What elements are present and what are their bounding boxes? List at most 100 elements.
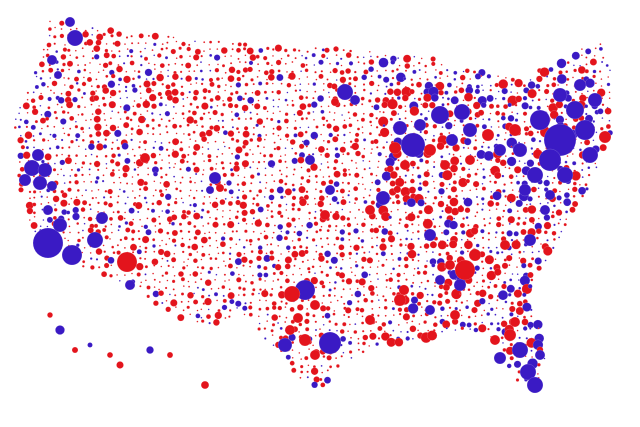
county-bubble (41, 148, 44, 151)
county-bubble (410, 222, 414, 226)
county-bubble (251, 274, 254, 277)
county-bubble (193, 210, 196, 213)
county-bubble (476, 211, 479, 214)
county-bubble (63, 237, 66, 240)
county-bubble (431, 299, 437, 305)
county-bubble (96, 168, 100, 172)
county-bubble (94, 123, 102, 132)
county-bubble (291, 147, 294, 150)
county-bubble (496, 326, 501, 332)
county-bubble (423, 170, 431, 178)
county-bubble (543, 221, 552, 230)
county-bubble (180, 300, 183, 304)
county-bubble (361, 74, 368, 81)
county-bubble (236, 76, 242, 82)
county-bubble (147, 173, 150, 176)
county-bubble (185, 166, 192, 172)
county-bubble (306, 90, 309, 93)
county-bubble (329, 301, 332, 304)
county-bubble (111, 110, 114, 113)
county-bubble (244, 82, 249, 87)
county-bubble (124, 221, 129, 225)
county-bubble (272, 105, 275, 108)
county-bubble (468, 168, 471, 171)
county-bubble (343, 119, 346, 122)
county-bubble (419, 112, 423, 116)
county-bubble (377, 166, 380, 169)
county-bubble (321, 371, 324, 374)
county-bubble (300, 370, 304, 374)
county-bubble (368, 344, 371, 347)
county-bubble (288, 72, 296, 81)
county-bubble (131, 77, 135, 81)
county-bubble (277, 134, 280, 137)
county-bubble (346, 299, 353, 306)
county-bubble (581, 92, 584, 95)
county-bubble (355, 161, 358, 164)
county-bubble (294, 225, 297, 228)
county-bubble (80, 166, 84, 169)
county-bubble (200, 316, 203, 319)
county-bubble (434, 75, 438, 79)
county-bubble (277, 259, 280, 262)
county-bubble (200, 236, 208, 244)
county-bubble (602, 56, 605, 59)
county-bubble (114, 129, 122, 138)
county-bubble (257, 327, 261, 331)
county-bubble (243, 110, 246, 113)
county-bubble (548, 66, 554, 73)
county-bubble (521, 318, 529, 326)
county-bubble (355, 306, 360, 312)
county-bubble (362, 159, 365, 162)
county-bubble (462, 70, 465, 73)
county-bubble (40, 202, 43, 206)
county-bubble (24, 139, 28, 143)
county-bubble (61, 192, 68, 199)
county-bubble (299, 83, 302, 86)
county-bubble (543, 230, 548, 235)
county-bubble (24, 131, 33, 140)
county-bubble (535, 228, 542, 235)
county-bubble (166, 351, 174, 359)
county-bubble (103, 201, 108, 206)
county-bubble (574, 119, 596, 141)
county-bubble (160, 141, 163, 145)
county-bubble (98, 63, 101, 66)
county-bubble (404, 174, 408, 177)
county-bubble (42, 218, 45, 221)
county-bubble (496, 133, 500, 138)
county-bubble (348, 76, 352, 81)
county-bubble (464, 154, 476, 166)
county-bubble (326, 354, 332, 361)
county-bubble (328, 266, 333, 270)
county-bubble (493, 283, 498, 289)
county-bubble (436, 142, 445, 151)
county-bubble (324, 152, 331, 159)
county-bubble (89, 118, 92, 121)
county-bubble (315, 181, 318, 184)
county-bubble (196, 266, 200, 269)
county-bubble (101, 179, 105, 183)
county-bubble (69, 127, 72, 130)
county-bubble (522, 250, 525, 253)
county-bubble (279, 195, 284, 200)
county-bubble (300, 358, 303, 361)
county-bubble (152, 146, 156, 150)
county-bubble (76, 238, 81, 243)
county-bubble (393, 185, 402, 194)
county-bubble (499, 159, 507, 167)
county-bubble (403, 263, 409, 269)
county-bubble (244, 54, 247, 57)
county-bubble (510, 145, 513, 148)
county-bubble (315, 250, 318, 253)
county-bubble (228, 146, 231, 150)
county-bubble (96, 143, 104, 151)
county-bubble (88, 203, 92, 207)
county-bubble (384, 314, 387, 317)
county-bubble (237, 273, 240, 276)
county-bubble (179, 189, 182, 193)
county-bubble (383, 330, 386, 333)
county-bubble (81, 138, 85, 142)
county-bubble (433, 187, 436, 190)
county-bubble (410, 120, 413, 123)
